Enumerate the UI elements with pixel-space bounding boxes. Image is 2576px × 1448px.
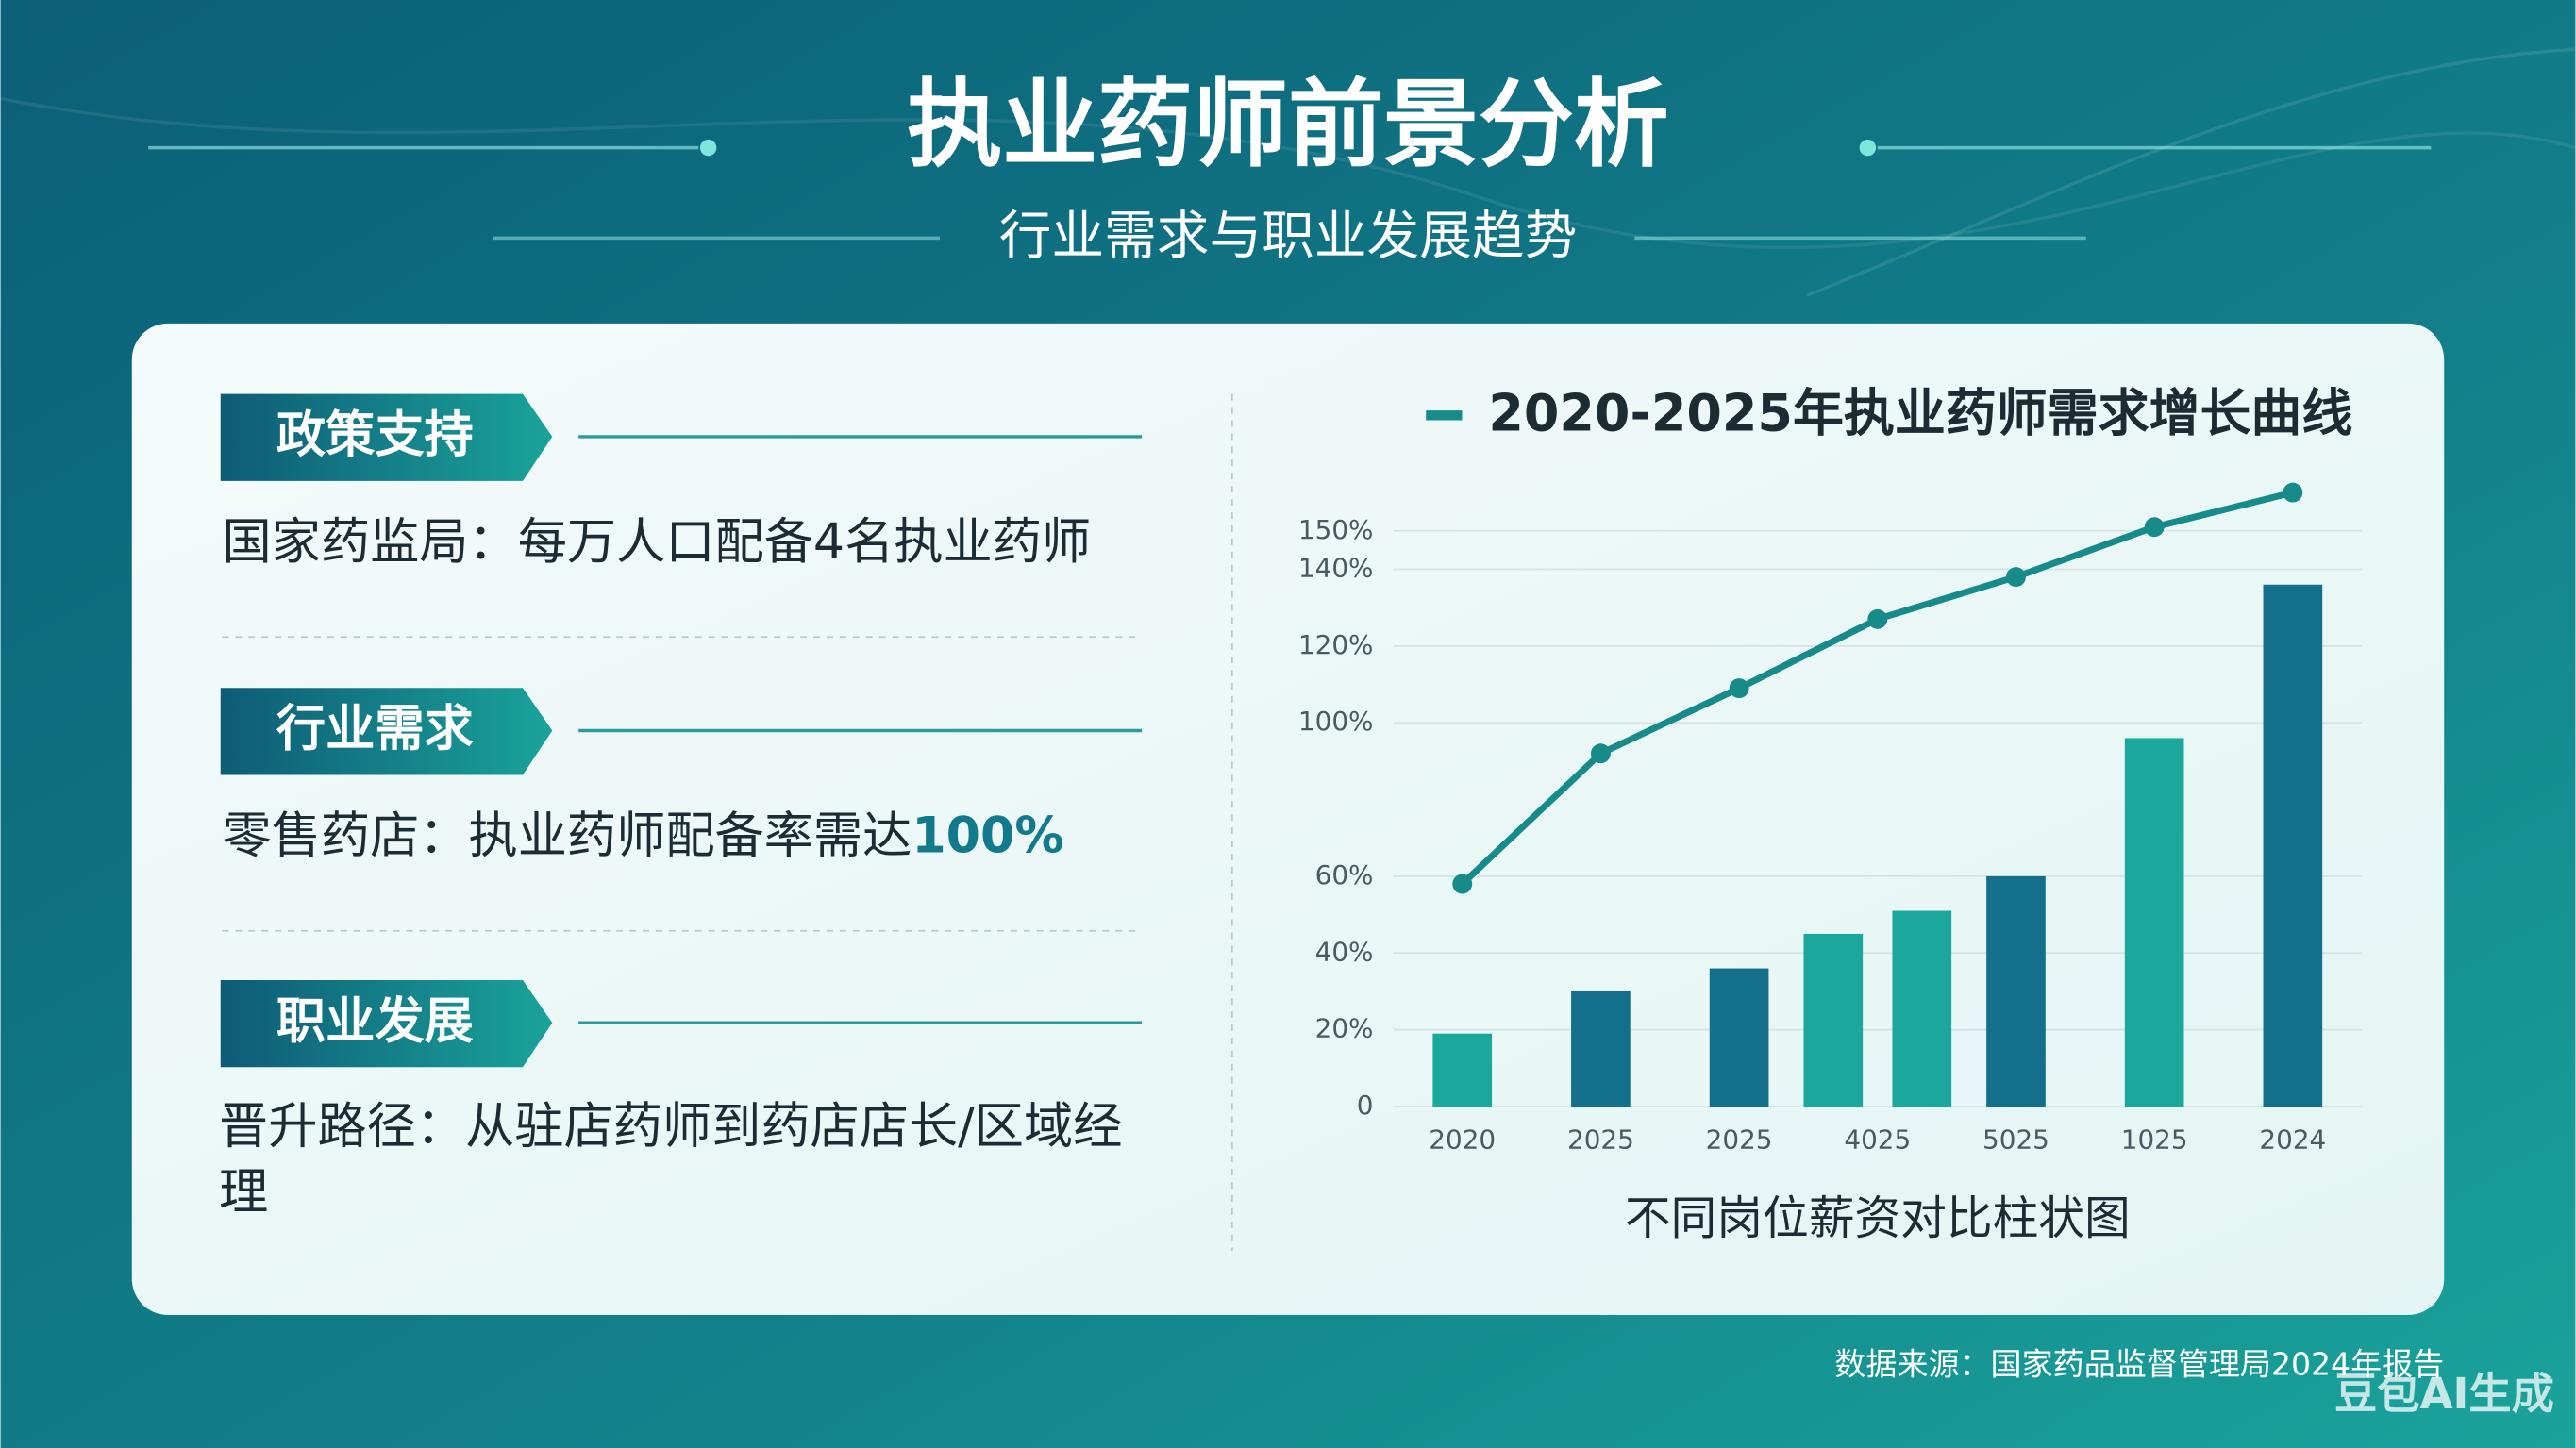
section: 职业发展 晋升路径：从驻店药师到药店店长/区域经理 [219,979,1143,1222]
line-point [1452,874,1473,894]
bar [1571,990,1631,1107]
x-tick-label: 4025 [1844,1124,1911,1156]
section: 政策支持 国家药监局：每万人口配备4名执业药师 [220,393,1143,571]
x-axis-label: 不同岗位薪资对比柱状图 [1625,1192,2131,1245]
watermark: 豆包AI生成 [2334,1369,2554,1419]
section-text: 国家药监局：每万人口配备4名执业药师 [223,514,1092,571]
line-point [1729,678,1749,699]
tag-shape [220,393,553,481]
bar [1803,933,1864,1107]
tag-shape [220,688,553,775]
tag: 职业发展 [276,993,474,1050]
section: 行业需求 零售药店：执业药师配备率需达100% [220,688,1143,864]
decor-wave [0,96,2576,250]
x-tick-label: 2025 [1706,1124,1773,1156]
bar [1986,875,2046,1107]
y-tick-label: 0 [1357,1090,1374,1121]
section-text: 晋升路径：从驻店药师到药店店长/区域经理 [219,1098,1123,1222]
y-tick-label: 100% [1298,706,1374,737]
x-tick-label: 2024 [2259,1124,2326,1156]
bar [2124,738,2184,1107]
chart: 140% 150% 120% 100% 60% 40% 20% 0 2020 2025 2025 40… [1298,384,2363,1245]
x-tick-label: 2025 [1567,1124,1634,1156]
legend-label: 2020-2025年执业药师需求增长曲线 [1488,384,2352,443]
y-tick-label: 20% [1315,1013,1374,1044]
decor-dot [699,139,717,157]
tag: 政策支持 [276,408,474,464]
highlight: 100% [912,807,1063,864]
x-tick-label: 2020 [1429,1124,1496,1156]
tag: 行业需求 [276,701,474,757]
section-text-box: 晋升路径：从驻店药师到药店店长/区域经理 [219,1098,1123,1222]
line-point [1867,608,1888,629]
text: 零售药店：执业药师配备率需达 [223,807,912,864]
y-tick-label: 40% [1315,936,1374,967]
section-text: 零售药店：执业药师配备率需达100% [223,807,1064,864]
source: 数据来源：国家药品监督管理局2024年报告 [1834,1345,2444,1382]
title: 执业药师前景分析 [907,69,1669,180]
decor-wave [1806,47,2576,297]
decor-dot [1859,139,1877,157]
bar [1709,968,1769,1107]
bar [1892,910,1952,1107]
subtitle: 行业需求与职业发展趋势 [999,206,1578,267]
x-tick-label: 5025 [1982,1124,2049,1156]
line-point [2006,567,2026,588]
y-tick-label: 120% [1298,629,1374,660]
y-tick-label: 150% [1298,514,1374,545]
line-point [1590,743,1611,764]
x-tick-label: 1025 [2121,1124,2188,1156]
bar [2263,584,2323,1107]
line-point [2283,482,2303,503]
y-tick-label: 60% [1315,859,1374,890]
card [131,323,2445,1316]
line-point [2144,517,2165,538]
y-tick-label: 140% [1298,552,1374,583]
bar [1432,1033,1493,1107]
tag-shape [220,979,553,1068]
